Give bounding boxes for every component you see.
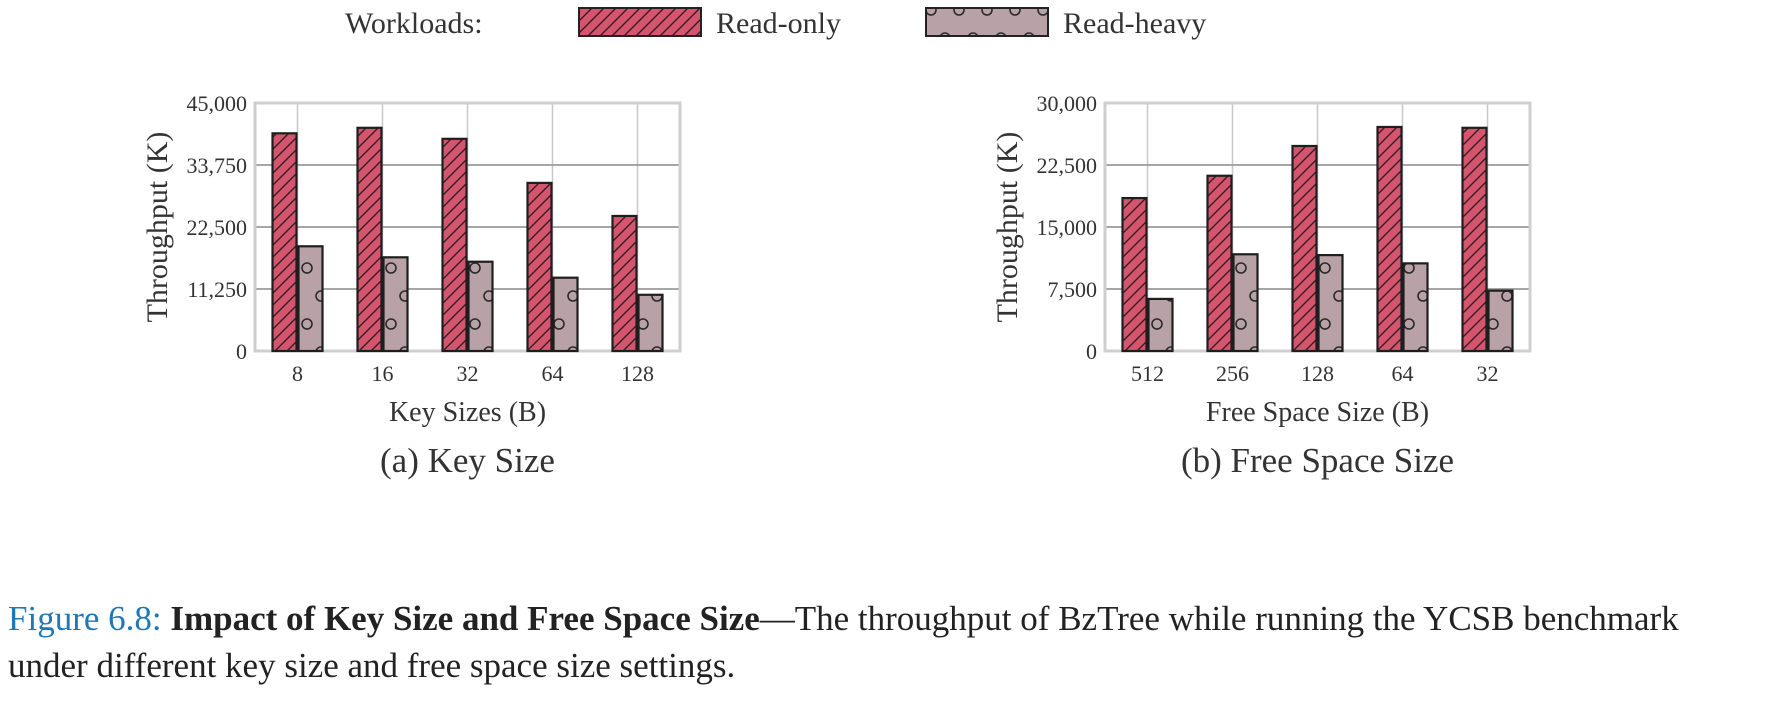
x-tick-label: 32	[457, 361, 479, 386]
caption-title: Impact of Key Size and Free Space Size	[170, 599, 760, 638]
caption-label: Figure 6.8:	[8, 599, 162, 638]
bar-read-only-32	[1461, 126, 1488, 353]
x-tick-label: 256	[1216, 361, 1249, 386]
y-tick-label: 30,000	[1037, 91, 1098, 116]
bar-read-only-128	[1291, 144, 1318, 353]
bar-read-only-128	[611, 214, 638, 353]
bar-read-heavy-64	[552, 276, 579, 353]
caption-text: —The throughput of BzTree while running …	[8, 599, 1679, 685]
chart-key-size: 0 11,250 22,500 33,750 45,000 8 16 32 64 128 Key S…	[141, 91, 682, 480]
y-tick-label: 11,250	[187, 277, 247, 302]
chart-subtitle: (b) Free Space Size	[1181, 441, 1454, 480]
bar-read-only-64	[1376, 125, 1403, 353]
y-tick-label: 15,000	[1037, 215, 1098, 240]
legend-swatch-read-heavy	[925, 7, 1049, 37]
x-tick-label: 16	[372, 361, 394, 386]
bar-read-heavy-128	[637, 293, 664, 353]
y-tick-label: 22,500	[187, 215, 248, 240]
legend-swatch-read-only	[578, 7, 702, 37]
y-tick-label: 0	[236, 339, 247, 364]
legend-title: Workloads:	[345, 7, 483, 40]
x-tick-label: 8	[292, 361, 303, 386]
x-tick-label: 128	[1301, 361, 1334, 386]
x-tick-label: 128	[621, 361, 654, 386]
x-tick-label: 512	[1131, 361, 1164, 386]
bar-read-heavy-64	[1402, 262, 1429, 353]
bar-read-heavy-128	[1317, 254, 1344, 353]
legend: Workloads: Read-only Read-heavy	[345, 7, 1206, 40]
y-tick-label: 0	[1086, 339, 1097, 364]
y-tick-label: 7,500	[1048, 277, 1098, 302]
bar-read-heavy-256	[1232, 253, 1259, 353]
x-tick-label: 32	[1477, 361, 1499, 386]
bar-read-heavy-32	[1487, 289, 1514, 353]
x-tick-label: 64	[1392, 361, 1414, 386]
x-axis-label: Free Space Size (B)	[1206, 397, 1429, 428]
bar-read-heavy-8	[297, 245, 324, 353]
y-tick-label: 33,750	[187, 153, 248, 178]
y-tick-label: 45,000	[187, 91, 248, 116]
bar-read-only-512	[1121, 196, 1148, 353]
chart-subtitle: (a) Key Size	[380, 441, 555, 480]
chart-free-space-size: 0 7,500 15,000 22,500 30,000 512 256 128 64 32 Fre…	[991, 91, 1532, 480]
x-axis-label: Key Sizes (B)	[389, 397, 546, 428]
bar-read-heavy-16	[382, 256, 409, 353]
legend-label-read-heavy: Read-heavy	[1063, 7, 1206, 40]
y-axis-label: Throughput (K)	[141, 132, 174, 323]
bar-read-heavy-512	[1147, 297, 1174, 353]
legend-label-read-only: Read-only	[716, 7, 841, 40]
bar-read-only-64	[526, 181, 553, 353]
y-tick-label: 22,500	[1037, 153, 1098, 178]
bar-read-only-32	[441, 137, 468, 353]
bar-read-only-16	[356, 126, 383, 353]
figure-caption: Figure 6.8: Impact of Key Size and Free …	[8, 595, 1763, 689]
bar-read-only-8	[271, 132, 298, 353]
y-axis-label: Throughput (K)	[991, 132, 1024, 323]
x-tick-label: 64	[542, 361, 564, 386]
bar-read-heavy-32	[467, 260, 494, 353]
bar-read-only-256	[1206, 174, 1233, 353]
